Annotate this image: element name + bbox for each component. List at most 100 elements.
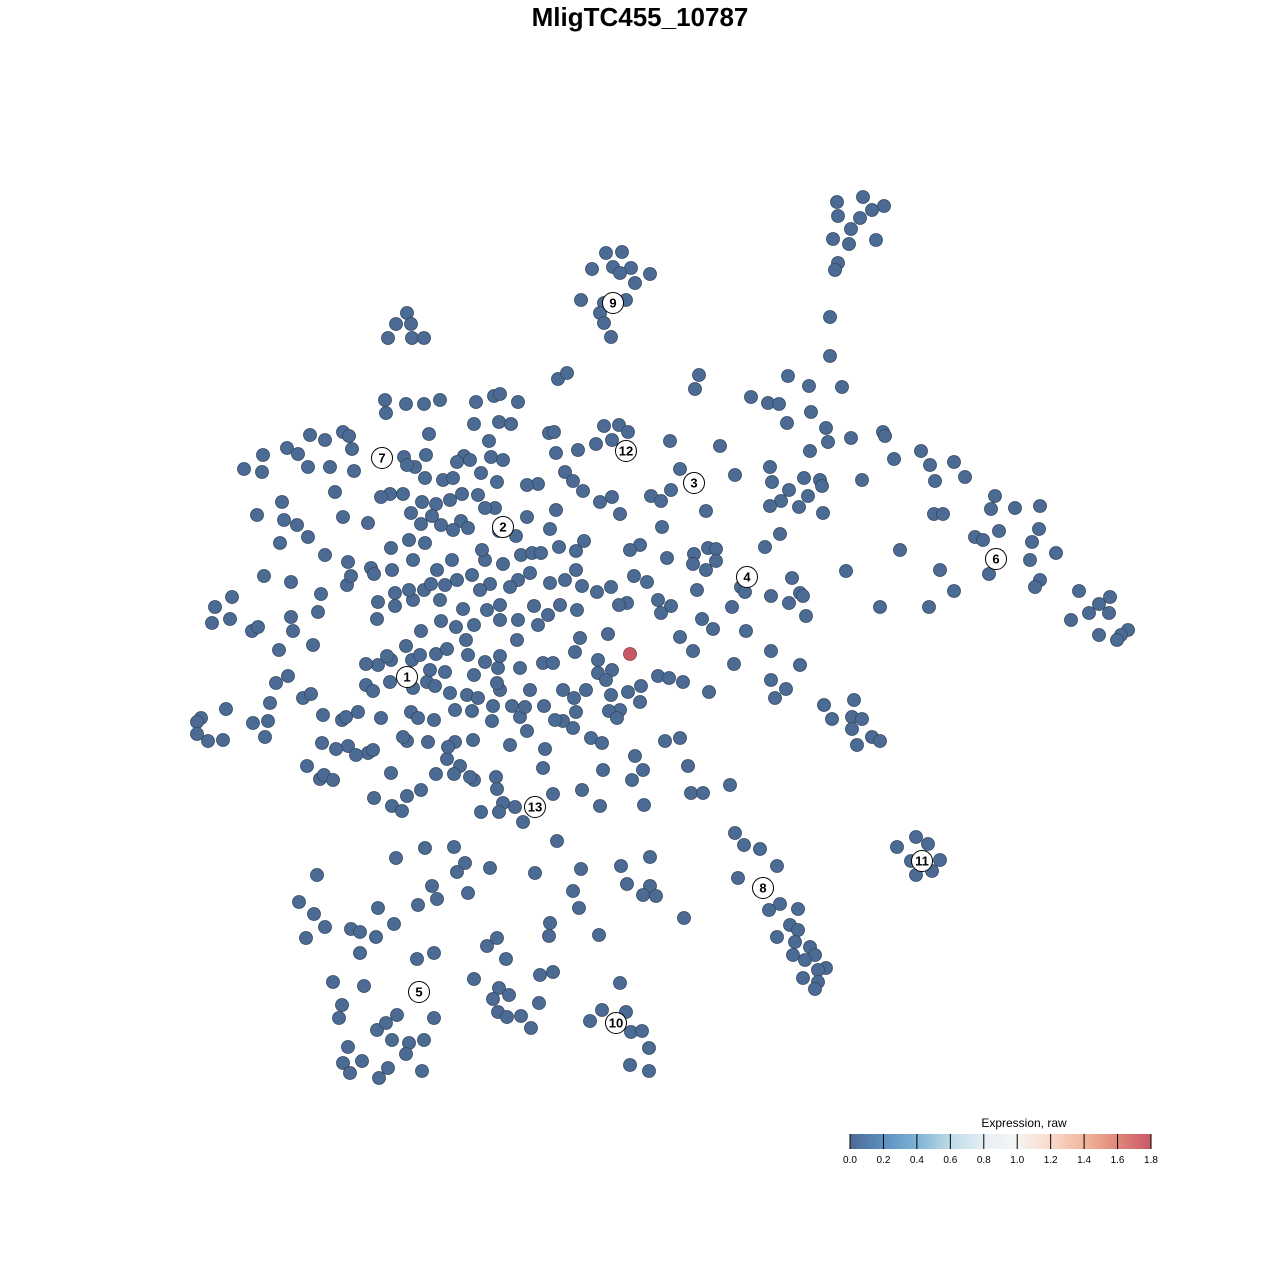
data-point [450, 455, 464, 469]
data-point [367, 791, 381, 805]
data-point [219, 702, 233, 716]
data-point [461, 521, 475, 535]
legend-tick-label: 0.6 [943, 1155, 957, 1166]
data-point [1033, 499, 1047, 513]
data-point [933, 563, 947, 577]
data-point [434, 614, 448, 628]
data-point [367, 567, 381, 581]
data-point [419, 448, 433, 462]
data-point [1023, 553, 1037, 567]
data-point [351, 705, 365, 719]
data-point [400, 458, 414, 472]
data-point [825, 712, 839, 726]
data-point [201, 734, 215, 748]
cluster-label: 11 [911, 850, 933, 872]
data-point [438, 665, 452, 679]
data-point [388, 599, 402, 613]
data-point [450, 573, 464, 587]
data-point [447, 840, 461, 854]
data-point [643, 267, 657, 281]
data-point [835, 380, 849, 394]
data-point [601, 627, 615, 641]
data-point [847, 693, 861, 707]
data-point [853, 211, 867, 225]
data-point [764, 644, 778, 658]
data-point [492, 415, 506, 429]
data-point [483, 861, 497, 875]
data-point [855, 712, 869, 726]
data-point [692, 368, 706, 382]
data-point [976, 533, 990, 547]
cluster-label: 5 [408, 981, 430, 1003]
data-point [982, 567, 996, 581]
cluster-label-circle [615, 440, 637, 462]
data-point [528, 866, 542, 880]
data-point [1082, 606, 1096, 620]
data-point [782, 596, 796, 610]
data-point [208, 600, 222, 614]
data-point [634, 679, 648, 693]
cluster-label-text: 5 [415, 985, 422, 1000]
data-point [583, 1014, 597, 1028]
data-point [890, 840, 904, 854]
data-point [699, 563, 713, 577]
data-point [458, 856, 472, 870]
data-point [599, 246, 613, 260]
data-point [300, 759, 314, 773]
data-point [336, 510, 350, 524]
data-point [706, 622, 720, 636]
data-point [427, 1011, 441, 1025]
data-point [597, 316, 611, 330]
data-point [414, 517, 428, 531]
data-point [269, 676, 283, 690]
data-point [576, 484, 590, 498]
data-point [456, 602, 470, 616]
data-point [306, 638, 320, 652]
data-point [681, 759, 695, 773]
data-point [280, 441, 294, 455]
data-point [605, 490, 619, 504]
data-point [461, 886, 475, 900]
data-point [445, 553, 459, 567]
data-point [546, 965, 560, 979]
data-point [524, 1021, 538, 1035]
data-point [400, 789, 414, 803]
data-point [328, 485, 342, 499]
data-point [1008, 501, 1022, 515]
data-point [205, 616, 219, 630]
data-point [465, 568, 479, 582]
data-point [817, 698, 831, 712]
data-point [770, 930, 784, 944]
data-point [625, 773, 639, 787]
data-point [636, 763, 650, 777]
data-point [663, 434, 677, 448]
data-point [728, 826, 742, 840]
data-point [928, 474, 942, 488]
data-point [415, 1064, 429, 1078]
data-point [723, 778, 737, 792]
data-point [493, 613, 507, 627]
data-point [443, 493, 457, 507]
data-point [620, 877, 634, 891]
data-point [664, 483, 678, 497]
data-point [299, 931, 313, 945]
data-point [821, 435, 835, 449]
data-point [627, 569, 641, 583]
data-point [546, 656, 560, 670]
data-point [502, 988, 516, 1002]
data-point [597, 419, 611, 433]
legend-tick-label: 1.2 [1044, 1155, 1058, 1166]
cluster-label: 10 [605, 1012, 627, 1034]
data-point [425, 879, 439, 893]
data-point [471, 691, 485, 705]
data-point [263, 696, 277, 710]
data-point [566, 884, 580, 898]
cluster-label: 4 [736, 566, 758, 588]
data-point [463, 453, 477, 467]
data-point [491, 661, 505, 675]
data-point [725, 600, 739, 614]
data-point [850, 738, 864, 752]
data-point [610, 711, 624, 725]
data-point [628, 749, 642, 763]
